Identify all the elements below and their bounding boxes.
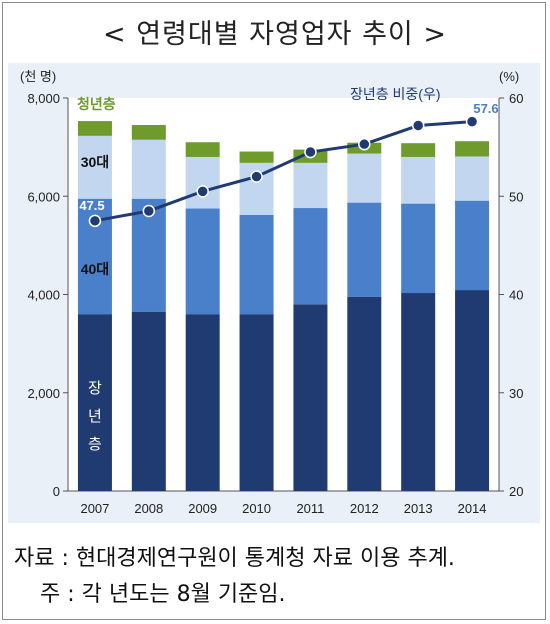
series-label-senior: 년 <box>88 408 102 425</box>
bar-1-2009 <box>185 208 220 315</box>
ratio-point-2008 <box>142 204 156 218</box>
chart-title: < 연령대별 자영업자 추이 > <box>103 19 447 50</box>
bar-3-2009 <box>185 142 220 157</box>
bar-1-2008 <box>131 198 166 312</box>
right-tick-label: 30 <box>509 386 523 401</box>
bar-1-2013 <box>401 203 436 294</box>
bar-0-2007 <box>77 314 112 491</box>
bar-2-2009 <box>185 156 220 209</box>
series-label-senior: 층 <box>88 436 102 453</box>
bar-2-2007 <box>77 135 112 199</box>
x-tick-label: 2012 <box>350 501 379 516</box>
ratio-point-2009 <box>196 185 209 198</box>
x-tick-label: 2007 <box>80 501 109 516</box>
bar-1-2014 <box>455 200 490 291</box>
bar-0-2013 <box>401 293 436 491</box>
bar-3-2007 <box>77 121 112 136</box>
left-tick-label: 6,000 <box>27 189 60 204</box>
left-tick-label: 0 <box>53 484 60 499</box>
bar-2-2014 <box>455 156 490 201</box>
bar-2-2011 <box>293 162 328 209</box>
bar-0-2012 <box>347 296 382 491</box>
bar-2-2013 <box>401 156 436 204</box>
series-label-40s: 40대 <box>81 261 109 277</box>
ratio-line <box>94 120 473 223</box>
bar-3-2010 <box>239 151 274 163</box>
x-tick-label: 2013 <box>404 501 433 516</box>
ratio-point-label-first: 47.5 <box>79 198 104 213</box>
x-tick-label: 2009 <box>188 501 217 516</box>
right-tick-label: 60 <box>509 91 523 106</box>
bar-1-2012 <box>347 202 382 297</box>
bar-3-2013 <box>401 143 436 157</box>
ratio-point-2010 <box>250 170 263 183</box>
bar-1-2011 <box>293 208 328 305</box>
series-label-senior: 장 <box>88 380 102 397</box>
right-axis-unit: (%) <box>499 69 519 84</box>
left-axis-unit: (천 명) <box>20 69 56 84</box>
bar-0-2008 <box>131 311 166 491</box>
bar-0-2014 <box>455 290 490 491</box>
bar-2-2008 <box>131 139 166 199</box>
x-tick-label: 2008 <box>134 501 163 516</box>
x-tick-label: 2014 <box>458 501 487 516</box>
x-tick-label: 2011 <box>296 501 324 516</box>
bar-0-2009 <box>185 314 220 491</box>
chart-panel: 0 2,000 4,000 6,000 8,000 20 30 40 50 60 (천 명) (%) 2… <box>8 63 540 523</box>
footnote: 주 : 각 년도는 8월 기준임. <box>40 582 286 607</box>
left-tick-label: 2,000 <box>27 386 60 401</box>
bar-3-2014 <box>455 141 490 157</box>
ratio-point-label-last: 57.6 <box>473 101 498 116</box>
bar-0-2011 <box>293 304 328 491</box>
source-note: 자료 : 현대경제연구원이 통계청 자료 이용 추계. <box>14 546 455 571</box>
ratio-point-2007 <box>88 214 102 228</box>
left-tick-label: 8,000 <box>27 91 60 106</box>
figure-frame <box>2 2 546 620</box>
x-tick-label: 2010 <box>242 501 271 516</box>
series-label-youth: 청년층 <box>77 96 116 112</box>
left-tick-label: 4,000 <box>27 288 60 303</box>
bar-1-2010 <box>239 214 274 315</box>
ratio-point-2012 <box>358 137 371 151</box>
bar-3-2008 <box>131 125 166 140</box>
chart-svg: 0 2,000 4,000 6,000 8,000 20 30 40 50 60 (천 명) (%) 2… <box>20 69 523 516</box>
ratio-point-2011 <box>304 145 317 159</box>
right-tick-label: 50 <box>509 189 523 204</box>
right-tick-label: 40 <box>509 288 523 303</box>
ratio-point-2014 <box>465 115 479 128</box>
bar-0-2010 <box>239 314 274 491</box>
series-label-30s: 30대 <box>81 154 109 170</box>
ratio-line-label: 장년층 비중(우) <box>350 86 441 102</box>
ratio-point-2013 <box>411 119 425 132</box>
right-tick-label: 20 <box>509 484 523 499</box>
bar-2-2012 <box>347 153 382 203</box>
